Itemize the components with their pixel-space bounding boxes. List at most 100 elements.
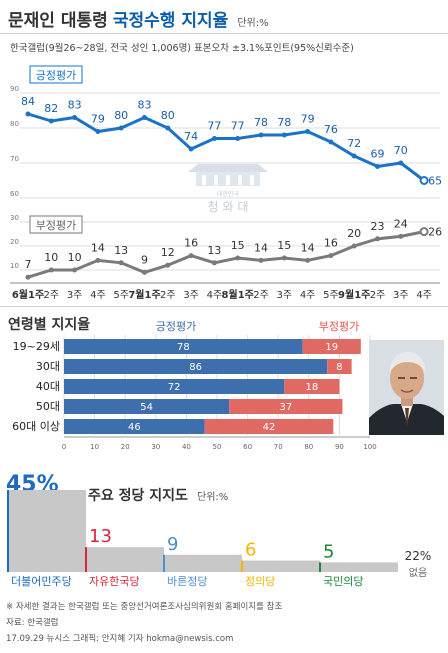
negative-value-label: 10 bbox=[68, 251, 82, 264]
negative-value-label: 26 bbox=[428, 226, 442, 239]
age-bars: 19~29세 78 19 30대 86 8 40대 72 18 50대 54 37 60대 이상 46 42 bbox=[12, 339, 361, 434]
positive-point bbox=[419, 176, 429, 185]
negative-point bbox=[142, 269, 147, 275]
x-tick-label: 9월1주 bbox=[338, 289, 370, 301]
age-axis-tick: 90 bbox=[335, 443, 344, 451]
party-section-title: 주요 정당 지지도 bbox=[88, 488, 188, 504]
age-positive-bar bbox=[64, 359, 328, 374]
positive-point bbox=[398, 160, 404, 166]
age-axis-tick: 60 bbox=[243, 443, 252, 451]
negative-point bbox=[95, 257, 101, 263]
page-title: 문재인 대통령 국정수행 지지율 단위:% bbox=[8, 6, 269, 31]
positive-value-label: 65 bbox=[428, 175, 442, 188]
age-legend-negative: 부정평가 bbox=[319, 320, 359, 333]
negative-point bbox=[398, 233, 404, 239]
party-value: 6 bbox=[245, 540, 256, 561]
x-tick-label: 2주 bbox=[253, 290, 269, 301]
watermark-large: 청 와 대 bbox=[208, 200, 249, 214]
negative-line bbox=[27, 230, 425, 279]
age-axis-tick: 10 bbox=[90, 443, 99, 451]
x-tick-label: 4주 bbox=[416, 290, 432, 301]
positive-value-label: 77 bbox=[231, 120, 245, 133]
age-legend-positive: 긍정평가 bbox=[156, 320, 196, 333]
party-none-label: 없음 bbox=[409, 566, 427, 579]
positive-value-label: 79 bbox=[301, 113, 315, 126]
negative-value-label: 16 bbox=[324, 237, 338, 250]
age-negative-value: 42 bbox=[263, 422, 276, 433]
positive-point bbox=[375, 164, 380, 169]
party-bar bbox=[320, 562, 398, 572]
x-tick-label: 2주 bbox=[160, 290, 176, 301]
positive-point bbox=[351, 153, 357, 159]
age-negative-value: 19 bbox=[325, 342, 338, 353]
footer-source: 자료: 한국갤럽 bbox=[6, 618, 59, 628]
party-bar bbox=[242, 560, 320, 572]
age-axis-tick: 20 bbox=[121, 443, 130, 451]
x-tick-label: 3주 bbox=[183, 290, 199, 301]
party-name: 국민의당 bbox=[323, 575, 363, 588]
negative-point bbox=[118, 260, 124, 266]
x-tick-label: 4주 bbox=[207, 290, 223, 301]
positive-value-label: 79 bbox=[91, 113, 105, 126]
positive-point bbox=[328, 139, 334, 145]
negative-point bbox=[48, 267, 54, 273]
age-positive-bar bbox=[64, 339, 303, 354]
negative-value-label: 24 bbox=[394, 217, 408, 230]
positive-point bbox=[25, 111, 31, 117]
age-axis-tick: 40 bbox=[182, 443, 191, 451]
negative-point bbox=[419, 227, 429, 237]
positive-value-label: 70 bbox=[394, 144, 408, 157]
negative-value-label: 12 bbox=[161, 246, 175, 259]
negative-point bbox=[165, 262, 171, 268]
party-values: 13 9 6 5 bbox=[89, 526, 334, 562]
party-name: 정의당 bbox=[245, 575, 275, 588]
age-positive-value: 46 bbox=[128, 422, 141, 433]
positive-value-label: 80 bbox=[161, 109, 175, 122]
negative-value-label: 10 bbox=[44, 251, 58, 264]
age-negative-value: 8 bbox=[336, 362, 342, 373]
negative-point bbox=[25, 274, 31, 280]
positive-value-label: 69 bbox=[371, 148, 385, 161]
age-section-title: 연령별 지지율 bbox=[8, 317, 91, 333]
positive-point bbox=[165, 125, 171, 131]
positive-point bbox=[281, 132, 287, 138]
title-divider bbox=[0, 33, 448, 34]
age-negative-value: 37 bbox=[279, 402, 292, 413]
positive-point bbox=[188, 146, 194, 152]
positive-value-label: 83 bbox=[138, 99, 152, 112]
x-tick-label: 3주 bbox=[67, 290, 83, 301]
negative-value-label: 16 bbox=[184, 237, 198, 250]
president-portrait bbox=[369, 340, 444, 435]
negative-value-label: 23 bbox=[371, 220, 385, 233]
party-none-value: 22% bbox=[405, 549, 432, 563]
positive-point bbox=[95, 129, 101, 134]
title-plain: 문재인 대통령 bbox=[8, 11, 108, 31]
age-category-label: 30대 bbox=[36, 360, 60, 373]
positive-point bbox=[235, 136, 241, 141]
x-tick-label: 4주 bbox=[90, 290, 106, 301]
positive-point bbox=[72, 115, 78, 120]
positive-value-label: 84 bbox=[21, 95, 35, 108]
age-negative-value: 18 bbox=[305, 382, 318, 393]
party-section-title-wrap: 주요 정당 지지도 단위:% bbox=[88, 485, 228, 505]
x-tick-label: 3주 bbox=[393, 290, 409, 301]
x-tick-label: 7월1주 bbox=[128, 289, 160, 301]
x-tick-label: 6월1주 bbox=[12, 289, 44, 301]
positive-point bbox=[211, 136, 217, 141]
positive-value-label: 78 bbox=[277, 116, 291, 129]
y-tick-label: 10 bbox=[10, 262, 19, 270]
negative-value-label: 14 bbox=[301, 241, 315, 254]
negative-label-box bbox=[29, 215, 83, 234]
negative-value-label: 13 bbox=[207, 244, 221, 257]
x-tick-label: 5주 bbox=[323, 290, 339, 301]
positive-value-label: 74 bbox=[184, 130, 198, 143]
age-category-label: 60대 이상 bbox=[12, 420, 60, 433]
trend-x-labels: 6월1주 2주 3주 4주 5주 7월1주 2주 3주 4주 8월1주 2주 3주 4주 5주 9월1주 2주… bbox=[10, 282, 440, 301]
negative-point bbox=[258, 257, 264, 263]
positive-point bbox=[305, 129, 311, 134]
party-bar bbox=[164, 554, 242, 572]
trend-divider bbox=[0, 306, 448, 307]
negative-point bbox=[211, 260, 217, 266]
negative-point bbox=[305, 257, 311, 263]
party-bars bbox=[7, 490, 398, 572]
